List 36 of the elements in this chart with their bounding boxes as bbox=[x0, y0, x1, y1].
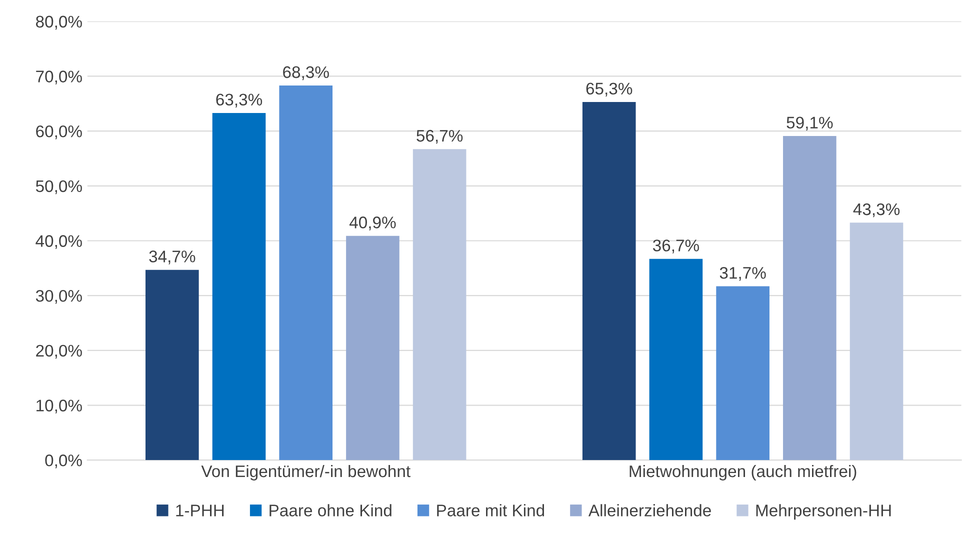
bar bbox=[212, 112, 266, 460]
bar bbox=[146, 270, 199, 460]
x-tick-label: Von Eigentümer/-in bewohnt bbox=[201, 464, 410, 480]
bar bbox=[582, 102, 636, 460]
bar bbox=[783, 136, 836, 460]
bar bbox=[412, 149, 466, 460]
bar bbox=[850, 222, 904, 460]
bar bbox=[716, 286, 770, 460]
x-tick-label: Mietwohnungen (auch mietfrei) bbox=[630, 464, 856, 480]
legend-label: Mehrpersonen-HH bbox=[756, 504, 891, 520]
legend-label: Paare mit Kind bbox=[437, 504, 544, 516]
data-label: 65,3% bbox=[586, 82, 632, 97]
data-label: 56,7% bbox=[416, 130, 463, 144]
legend-label: Paare ohne Kind bbox=[270, 504, 392, 516]
legend-label: Alleinerziehende bbox=[588, 504, 711, 516]
data-label: 59,1% bbox=[786, 116, 833, 131]
y-tick-label: 80,0% bbox=[36, 16, 82, 30]
y-tick-label: 40,0% bbox=[36, 235, 82, 249]
data-label: 43,3% bbox=[853, 203, 900, 218]
y-tick-label: 70,0% bbox=[36, 70, 82, 84]
y-tick-label: 10,0% bbox=[36, 400, 82, 414]
y-tick-label: 20,0% bbox=[36, 344, 82, 359]
data-label: 40,9% bbox=[349, 216, 396, 230]
bar bbox=[279, 86, 333, 460]
data-label: 31,7% bbox=[720, 267, 766, 281]
data-label: 36,7% bbox=[652, 240, 699, 254]
data-label: 34,7% bbox=[149, 250, 196, 264]
bar bbox=[649, 258, 703, 460]
bar bbox=[346, 236, 400, 460]
data-label: 63,3% bbox=[216, 94, 262, 108]
y-tick-label: 0,0% bbox=[45, 454, 82, 468]
data-label: 68,3% bbox=[283, 66, 329, 80]
legend-label: 1-PHH bbox=[176, 504, 224, 516]
y-tick-label: 50,0% bbox=[36, 180, 82, 194]
y-tick-label: 60,0% bbox=[36, 125, 82, 140]
y-tick-label: 30,0% bbox=[36, 290, 82, 304]
